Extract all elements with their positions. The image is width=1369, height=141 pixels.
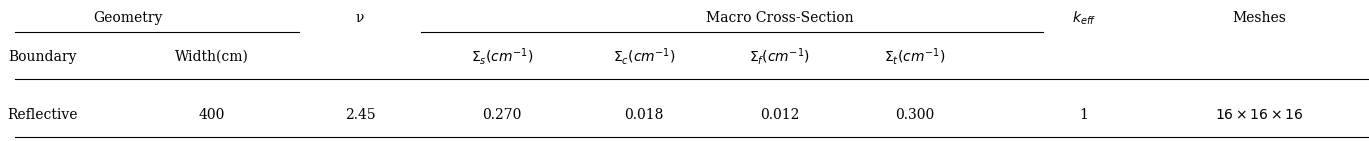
Text: 0.270: 0.270	[482, 108, 522, 122]
Text: $\Sigma_t(cm^{-1})$: $\Sigma_t(cm^{-1})$	[884, 46, 945, 67]
Text: Geometry: Geometry	[93, 11, 163, 25]
Text: $\Sigma_s(cm^{-1})$: $\Sigma_s(cm^{-1})$	[471, 46, 534, 67]
Text: Reflective: Reflective	[7, 108, 78, 122]
Text: $16 \times 16 \times 16$: $16 \times 16 \times 16$	[1216, 108, 1303, 122]
Text: Boundary: Boundary	[8, 50, 77, 64]
Text: Width(cm): Width(cm)	[175, 50, 248, 64]
Text: Meshes: Meshes	[1232, 11, 1287, 25]
Text: 400: 400	[199, 108, 225, 122]
Text: $\Sigma_f(cm^{-1})$: $\Sigma_f(cm^{-1})$	[749, 46, 810, 67]
Text: 1: 1	[1079, 108, 1088, 122]
Text: 0.012: 0.012	[760, 108, 799, 122]
Text: $\Sigma_c(cm^{-1})$: $\Sigma_c(cm^{-1})$	[613, 46, 675, 67]
Text: 0.300: 0.300	[895, 108, 934, 122]
Text: ν: ν	[356, 11, 364, 25]
Text: 0.018: 0.018	[624, 108, 664, 122]
Text: $k_{eff}$: $k_{eff}$	[1072, 9, 1095, 27]
Text: 2.45: 2.45	[345, 108, 375, 122]
Text: Macro Cross-Section: Macro Cross-Section	[705, 11, 853, 25]
